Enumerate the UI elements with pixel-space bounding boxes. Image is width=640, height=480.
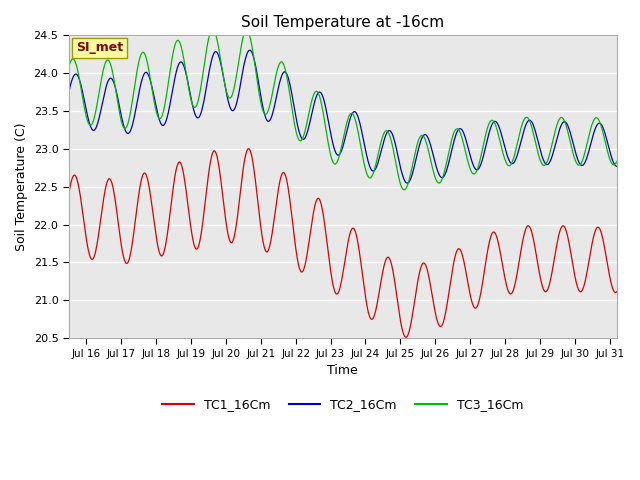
X-axis label: Time: Time	[328, 364, 358, 377]
TC1_16Cm	[613, 288, 621, 294]
TC1_16Cm	[389, 269, 397, 275]
TC2_16Cm	[613, 164, 621, 169]
TC2_16Cm	[93, 124, 100, 130]
TC1_16Cm	[500, 273, 508, 278]
TC1_16Cm	[264, 249, 271, 255]
TC3_16Cm	[264, 110, 271, 116]
TC1_16Cm	[93, 245, 100, 251]
Line: TC3_16Cm: TC3_16Cm	[69, 29, 617, 190]
TC2_16Cm	[264, 118, 271, 123]
TC3_16Cm	[400, 187, 408, 192]
Title: Soil Temperature at -16cm: Soil Temperature at -16cm	[241, 15, 444, 30]
TC3_16Cm	[471, 170, 479, 176]
TC2_16Cm	[403, 180, 411, 186]
TC3_16Cm	[500, 155, 508, 161]
TC2_16Cm	[246, 47, 253, 53]
TC1_16Cm	[471, 305, 479, 311]
TC2_16Cm	[413, 152, 421, 157]
Legend: TC1_16Cm, TC2_16Cm, TC3_16Cm: TC1_16Cm, TC2_16Cm, TC3_16Cm	[157, 393, 528, 416]
TC3_16Cm	[613, 159, 621, 165]
TC2_16Cm	[65, 89, 73, 95]
TC3_16Cm	[93, 105, 100, 111]
TC1_16Cm	[402, 335, 410, 340]
Line: TC1_16Cm: TC1_16Cm	[69, 149, 617, 337]
TC3_16Cm	[389, 146, 397, 152]
TC3_16Cm	[65, 64, 73, 70]
TC2_16Cm	[471, 166, 479, 171]
TC3_16Cm	[413, 142, 421, 148]
TC2_16Cm	[500, 143, 508, 148]
TC2_16Cm	[389, 133, 397, 139]
Line: TC2_16Cm: TC2_16Cm	[69, 50, 617, 183]
Text: SI_met: SI_met	[76, 41, 123, 54]
TC1_16Cm	[413, 282, 421, 288]
TC1_16Cm	[244, 146, 252, 152]
Y-axis label: Soil Temperature (C): Soil Temperature (C)	[15, 122, 28, 251]
TC1_16Cm	[65, 191, 73, 197]
TC3_16Cm	[209, 26, 216, 32]
